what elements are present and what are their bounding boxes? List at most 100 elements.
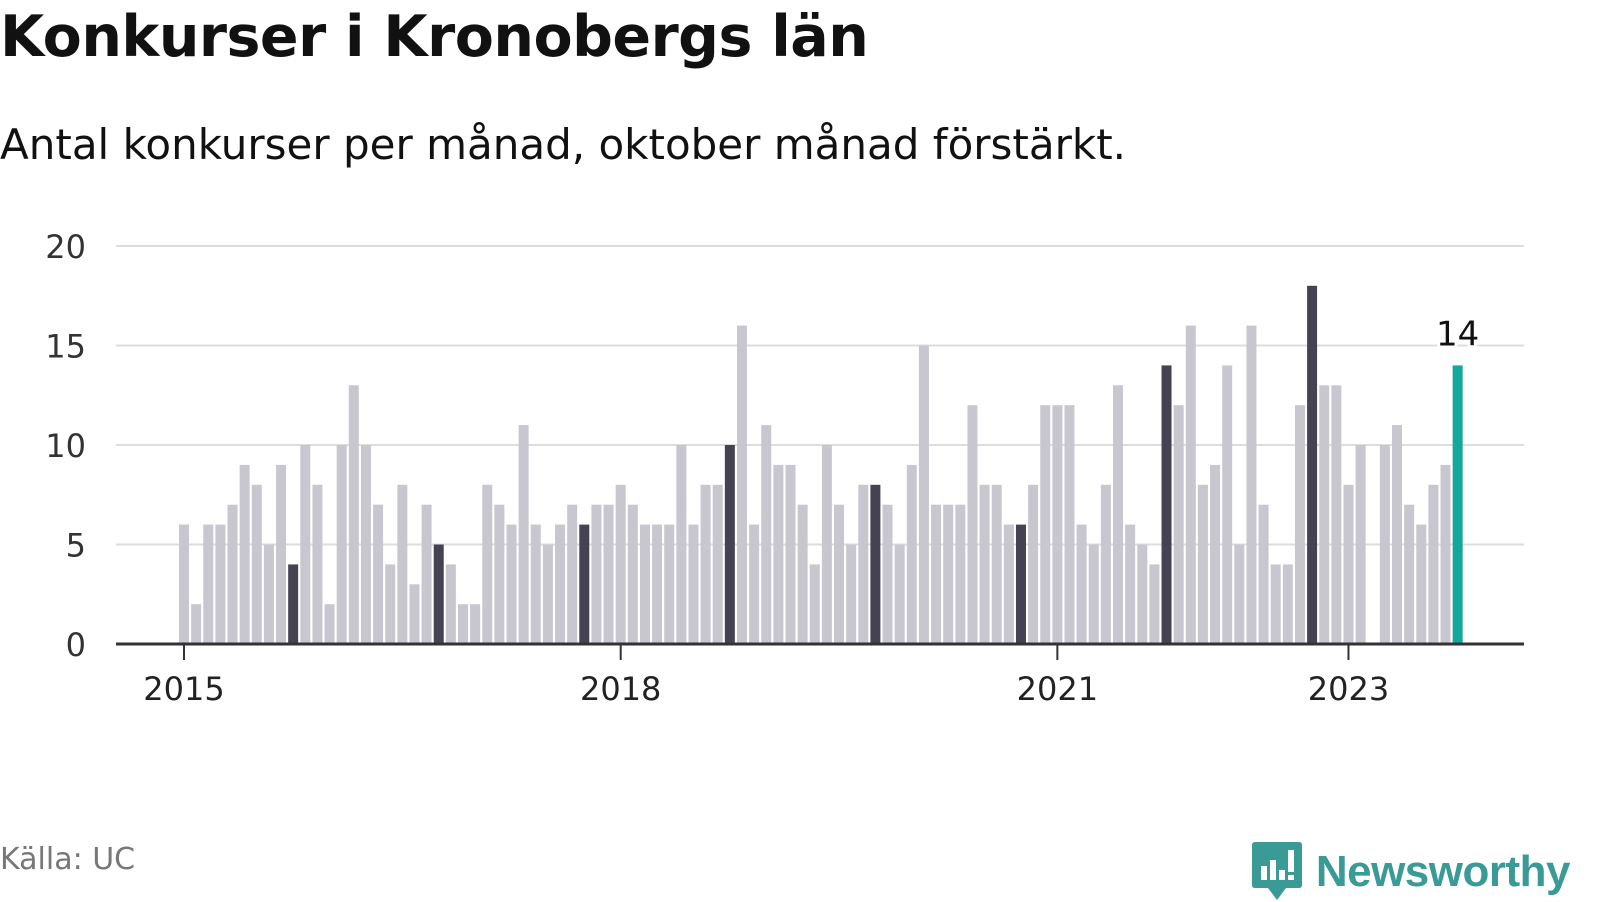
bar	[421, 504, 432, 644]
bar	[834, 504, 845, 644]
bar	[518, 425, 529, 644]
bar	[276, 464, 287, 644]
bar	[1064, 405, 1075, 644]
bar	[227, 504, 238, 644]
bar	[882, 504, 893, 644]
bar-latest	[1452, 365, 1463, 644]
bar	[409, 584, 420, 644]
bar	[736, 325, 747, 644]
bar	[300, 445, 311, 644]
bar	[360, 445, 371, 644]
bar	[1052, 405, 1063, 644]
bar	[991, 484, 1002, 644]
bar	[603, 504, 614, 644]
bar-october	[433, 544, 444, 644]
bar	[494, 504, 505, 644]
y-tick-label: 15	[45, 328, 86, 366]
bar-october	[288, 564, 299, 644]
bar	[1331, 385, 1342, 644]
bar	[639, 524, 650, 644]
bar	[445, 564, 456, 644]
bar-october	[870, 484, 881, 644]
bar	[1246, 325, 1257, 644]
bar	[785, 464, 796, 644]
bar	[1294, 405, 1305, 644]
bar	[821, 445, 832, 644]
bars	[179, 285, 1463, 644]
bar	[955, 504, 966, 644]
bar	[1282, 564, 1293, 644]
bar	[931, 504, 942, 644]
data-labels: 14	[1433, 311, 1482, 357]
bar	[1149, 564, 1160, 644]
bar	[1258, 504, 1269, 644]
bar	[1234, 544, 1245, 644]
bar	[1428, 484, 1439, 644]
bar	[457, 604, 468, 644]
y-axis-ticks: 0 5 10 15 20	[45, 228, 86, 664]
x-axis-ticks: 2015 2018 2021 2023	[143, 644, 1389, 708]
chart-subtitle: Antal konkurser per månad, oktober månad…	[0, 120, 1127, 169]
bar	[943, 504, 954, 644]
bar	[567, 504, 578, 644]
bar-october	[724, 445, 735, 644]
bar	[324, 604, 335, 644]
bar	[809, 564, 820, 644]
bar-october	[1307, 285, 1318, 644]
bar	[1222, 365, 1233, 644]
x-tick-label: 2021	[1017, 670, 1098, 708]
bar	[348, 385, 359, 644]
bar	[251, 484, 262, 644]
x-tick-label: 2018	[580, 670, 661, 708]
bar	[263, 544, 274, 644]
bar	[1355, 445, 1366, 644]
y-tick-label: 20	[45, 228, 86, 266]
bar	[1113, 385, 1124, 644]
bar	[967, 405, 978, 644]
bar	[906, 464, 917, 644]
bar	[749, 524, 760, 644]
bar	[797, 504, 808, 644]
y-tick-label: 0	[66, 626, 86, 664]
bar	[1343, 484, 1354, 644]
bar	[712, 484, 723, 644]
bar	[215, 524, 226, 644]
bar	[203, 524, 214, 644]
x-tick-label: 2023	[1308, 670, 1389, 708]
bar-chart: 0 5 10 15 20 2015 2018 2021 2023 14	[45, 228, 1524, 708]
source-note: Källa: UC	[0, 842, 136, 877]
brand: Newsworthy	[1251, 842, 1571, 902]
bar	[179, 524, 189, 644]
bar	[676, 445, 687, 644]
bar	[894, 544, 905, 644]
bar	[1197, 484, 1208, 644]
brand-name: Newsworthy	[1315, 847, 1571, 896]
bar	[1003, 524, 1014, 644]
bar	[191, 604, 202, 644]
newsworthy-logo-icon	[1251, 842, 1302, 900]
bar	[555, 524, 566, 644]
bar	[979, 484, 990, 644]
y-tick-label: 10	[45, 427, 86, 465]
bar	[1404, 504, 1415, 644]
bar	[664, 524, 675, 644]
bar	[1076, 524, 1087, 644]
bar	[1185, 325, 1196, 644]
bar	[506, 524, 517, 644]
bar	[1379, 445, 1390, 644]
bar-october	[579, 524, 590, 644]
bar	[1040, 405, 1051, 644]
bar	[1173, 405, 1184, 644]
bar	[652, 524, 663, 644]
bar	[1210, 464, 1221, 644]
bar	[846, 544, 857, 644]
bar	[918, 345, 929, 644]
bar	[1088, 544, 1099, 644]
bar	[482, 484, 493, 644]
bar	[1137, 544, 1148, 644]
bar	[700, 484, 711, 644]
bar	[688, 524, 699, 644]
bar	[385, 564, 396, 644]
bar	[1319, 385, 1330, 644]
bar	[773, 464, 784, 644]
